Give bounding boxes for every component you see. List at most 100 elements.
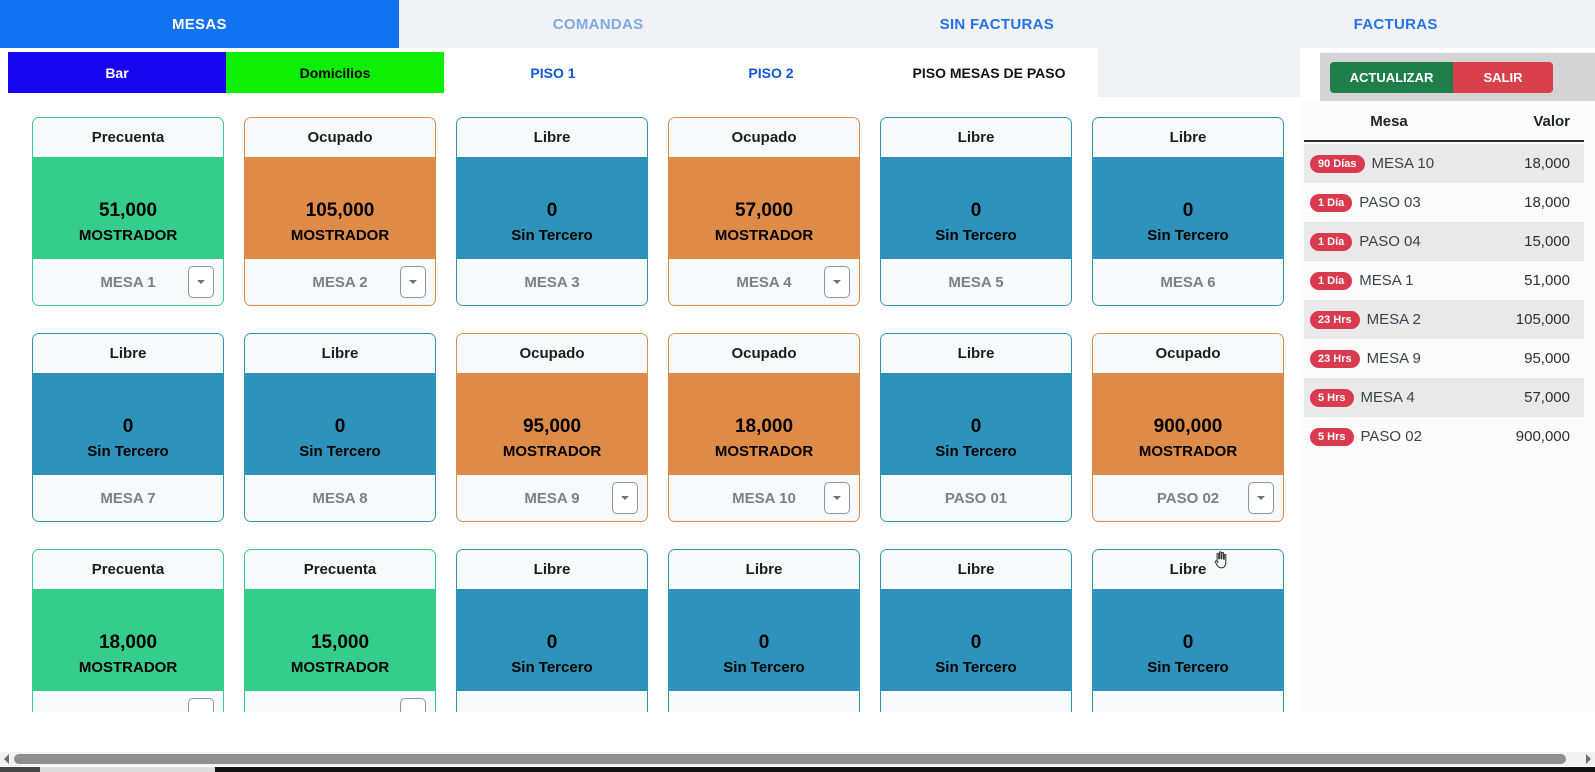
table-status: Libre <box>881 334 1071 373</box>
table-card-body: 51,000 MOSTRADOR <box>33 157 223 259</box>
table-card-mesa-6[interactable]: Libre 0 Sin Tercero MESA 6 <box>1092 117 1284 306</box>
top-tab-mesas[interactable]: MESAS <box>0 0 399 48</box>
table-card[interactable]: Libre 0 Sin Tercero <box>668 549 860 712</box>
table-name: MESA 5 <box>948 273 1004 291</box>
table-card-mesa-7[interactable]: Libre 0 Sin Tercero MESA 7 <box>32 333 224 522</box>
table-card-body: 15,000 MOSTRADOR <box>245 589 435 691</box>
table-name: MESA 7 <box>100 489 156 507</box>
table-card[interactable]: Libre 0 Sin Tercero <box>1092 549 1284 712</box>
column-header-valor: Valor <box>1533 113 1570 130</box>
table-dropdown-button[interactable] <box>824 482 850 514</box>
table-card-body: 18,000 MOSTRADOR <box>33 589 223 691</box>
table-card-body: 18,000 MOSTRADOR <box>669 373 859 475</box>
floor-tab-bar[interactable]: Bar <box>8 52 226 93</box>
table-status: Ocupado <box>457 334 647 373</box>
floor-tab-label: PISO MESAS DE PASO <box>912 64 1066 81</box>
table-card[interactable]: Libre 0 Sin Tercero <box>880 549 1072 712</box>
table-dropdown-button[interactable] <box>1248 482 1274 514</box>
table-name: MESA 9 <box>524 489 580 507</box>
table-status: Libre <box>1093 550 1283 589</box>
invoice-row[interactable]: 90 Días MESA 10 18,000 <box>1304 144 1584 183</box>
top-tab-facturas[interactable]: FACTURAS <box>1196 0 1595 48</box>
table-card-mesa-1[interactable]: Precuenta 51,000 MOSTRADOR MESA 1 <box>32 117 224 306</box>
table-card-paso-02[interactable]: Ocupado 900,000 MOSTRADOR PASO 02 <box>1092 333 1284 522</box>
table-card-footer <box>1093 691 1283 712</box>
table-card-mesa-9[interactable]: Ocupado 95,000 MOSTRADOR MESA 9 <box>456 333 648 522</box>
table-card[interactable]: Precuenta 18,000 MOSTRADOR <box>32 549 224 712</box>
floor-tab-piso-1[interactable]: PISO 1 <box>444 52 662 93</box>
age-badge: 5 Hrs <box>1310 427 1354 446</box>
invoice-panel-toolbar: ACTUALIZAR SALIR <box>1320 53 1595 101</box>
floor-tab-domicilios[interactable]: Domicilios <box>226 52 444 93</box>
table-card-paso-01[interactable]: Libre 0 Sin Tercero PASO 01 <box>880 333 1072 522</box>
table-amount: 0 <box>546 632 558 653</box>
scroll-right-arrow-icon[interactable] <box>1582 752 1595 766</box>
age-badge: 90 Días <box>1310 154 1365 173</box>
table-dropdown-button[interactable] <box>188 266 214 298</box>
invoice-table-name: MESA 2 <box>1366 311 1421 328</box>
invoice-row[interactable]: 23 Hrs MESA 9 95,000 <box>1304 339 1584 378</box>
invoice-row[interactable]: 5 Hrs MESA 4 57,000 <box>1304 378 1584 417</box>
table-amount: 900,000 <box>1153 416 1223 437</box>
table-card-mesa-8[interactable]: Libre 0 Sin Tercero MESA 8 <box>244 333 436 522</box>
table-dropdown-button[interactable] <box>188 698 214 712</box>
table-source: Sin Tercero <box>723 659 805 676</box>
table-card-body: 57,000 MOSTRADOR <box>669 157 859 259</box>
age-badge: 5 Hrs <box>1310 388 1354 407</box>
invoice-row[interactable]: 23 Hrs MESA 2 105,000 <box>1304 300 1584 339</box>
table-card-mesa-10[interactable]: Ocupado 18,000 MOSTRADOR MESA 10 <box>668 333 860 522</box>
top-tab-sin-facturas[interactable]: SIN FACTURAS <box>798 0 1197 48</box>
tables-grid: Precuenta 51,000 MOSTRADOR MESA 1 Ocupad… <box>32 117 1284 712</box>
table-dropdown-button[interactable] <box>824 266 850 298</box>
table-card-mesa-4[interactable]: Ocupado 57,000 MOSTRADOR MESA 4 <box>668 117 860 306</box>
top-tab-label: SIN FACTURAS <box>939 15 1055 33</box>
table-name: PASO 01 <box>944 489 1008 507</box>
table-card-footer: MESA 6 <box>1093 259 1283 305</box>
invoice-row[interactable]: 1 Día PASO 04 15,000 <box>1304 222 1584 261</box>
table-card-footer: MESA 5 <box>881 259 1071 305</box>
table-source: Sin Tercero <box>299 443 381 460</box>
table-source: Sin Tercero <box>935 227 1017 244</box>
floor-tab-piso-mesas-de-paso[interactable]: PISO MESAS DE PASO <box>880 52 1098 93</box>
table-amount: 0 <box>1182 200 1194 221</box>
table-dropdown-button[interactable] <box>400 266 426 298</box>
table-status: Libre <box>33 334 223 373</box>
invoice-row[interactable]: 1 Día PASO 03 18,000 <box>1304 183 1584 222</box>
table-amount: 0 <box>1182 632 1194 653</box>
invoice-row[interactable]: 5 Hrs PASO 02 900,000 <box>1304 417 1584 456</box>
invoice-value: 15,000 <box>1524 233 1570 250</box>
salir-button[interactable]: SALIR <box>1453 61 1553 93</box>
table-name: MESA 1 <box>100 273 156 291</box>
table-name: MESA 3 <box>524 273 580 291</box>
scroll-left-arrow-icon[interactable] <box>0 752 13 766</box>
table-card[interactable]: Libre 0 Sin Tercero <box>456 549 648 712</box>
table-source: Sin Tercero <box>1147 227 1229 244</box>
table-card[interactable]: Precuenta 15,000 MOSTRADOR <box>244 549 436 712</box>
table-status: Libre <box>881 550 1071 589</box>
bottom-edge-strip <box>0 767 40 772</box>
invoice-row[interactable]: 1 Día MESA 1 51,000 <box>1304 261 1584 300</box>
table-status: Ocupado <box>1093 334 1283 373</box>
scrollbar-thumb[interactable] <box>14 754 1566 764</box>
table-card-mesa-2[interactable]: Ocupado 105,000 MOSTRADOR MESA 2 <box>244 117 436 306</box>
table-card-footer <box>457 691 647 712</box>
floor-tab-piso-2[interactable]: PISO 2 <box>662 52 880 93</box>
bottom-edge-strip <box>215 767 1595 772</box>
table-card-mesa-5[interactable]: Libre 0 Sin Tercero MESA 5 <box>880 117 1072 306</box>
table-dropdown-button[interactable] <box>400 698 426 712</box>
table-card-body: 0 Sin Tercero <box>881 589 1071 691</box>
invoice-value: 900,000 <box>1515 428 1570 445</box>
table-card-body: 95,000 MOSTRADOR <box>457 373 647 475</box>
table-card-footer <box>669 691 859 712</box>
actualizar-button[interactable]: ACTUALIZAR <box>1330 61 1453 93</box>
top-tab-comandas[interactable]: COMANDAS <box>399 0 798 48</box>
table-card-footer: MESA 4 <box>669 259 859 305</box>
table-dropdown-button[interactable] <box>612 482 638 514</box>
table-status: Libre <box>245 334 435 373</box>
table-card-body: 0 Sin Tercero <box>245 373 435 475</box>
table-status: Libre <box>881 118 1071 157</box>
table-card-body: 0 Sin Tercero <box>457 157 647 259</box>
table-card-mesa-3[interactable]: Libre 0 Sin Tercero MESA 3 <box>456 117 648 306</box>
table-card-footer <box>33 691 223 712</box>
top-tab-label: MESAS <box>171 15 227 33</box>
